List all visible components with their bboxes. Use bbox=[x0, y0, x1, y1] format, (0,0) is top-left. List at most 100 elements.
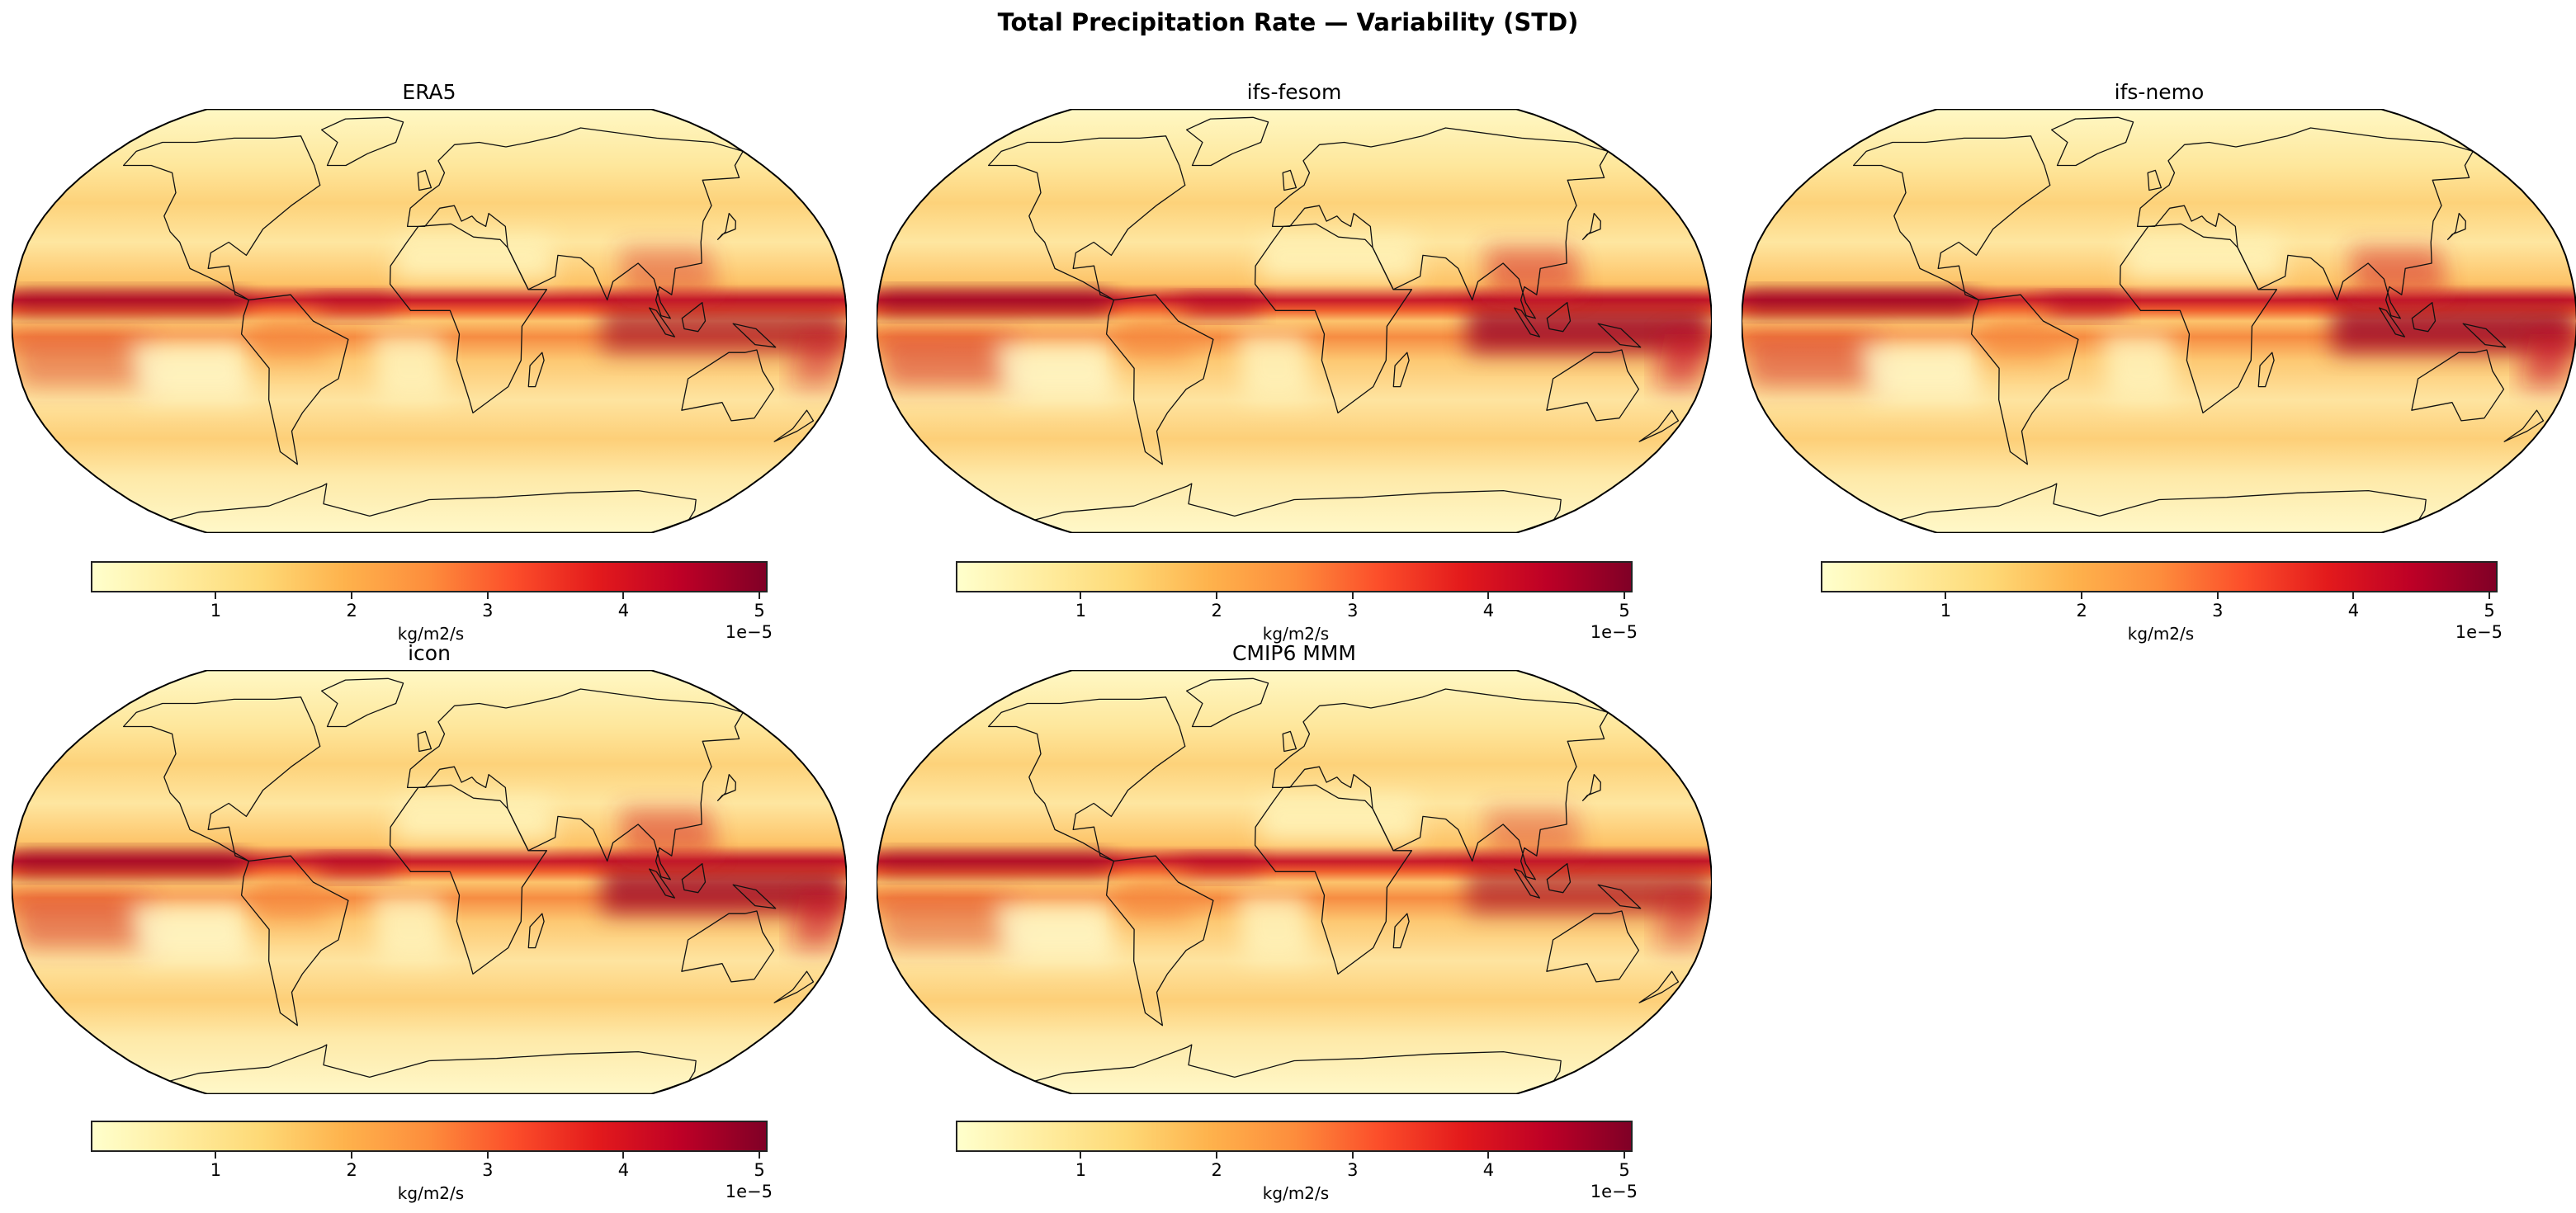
coastline-new-guinea bbox=[2462, 323, 2507, 348]
dry-south-atlantic bbox=[1236, 894, 1312, 961]
itcz-pacific-east bbox=[877, 292, 1110, 314]
dry-southeast-pacific bbox=[1858, 342, 1982, 400]
coastline-new-guinea bbox=[732, 884, 777, 909]
colorbar-multiplier: 1e−5 bbox=[1590, 622, 1638, 642]
spcz bbox=[2520, 333, 2576, 387]
coastline-africa bbox=[389, 223, 548, 414]
coastline-new-guinea bbox=[732, 323, 777, 348]
colorbar-tick bbox=[351, 1152, 353, 1159]
coastline-south-america bbox=[1970, 294, 2079, 465]
sahara-arabia bbox=[395, 237, 555, 280]
colorbar-tick bbox=[759, 1152, 761, 1159]
colorbar-multiplier: 1e−5 bbox=[725, 622, 773, 642]
panel-title: CMIP6 MMM bbox=[1231, 641, 1357, 665]
colorbar-multiplier: 1e−5 bbox=[2455, 622, 2503, 642]
colorbar-tick-label: 1 bbox=[210, 1160, 222, 1180]
colorbar-tick bbox=[486, 1152, 489, 1159]
coastline-eurasia bbox=[2136, 127, 2474, 319]
coastline-japan bbox=[1581, 212, 1601, 240]
coastline-borneo bbox=[1546, 302, 1572, 333]
sahara-arabia bbox=[395, 798, 555, 841]
colorbar-tick bbox=[622, 592, 625, 599]
colorbar-tick-label: 5 bbox=[2484, 601, 2495, 621]
dry-southeast-pacific bbox=[993, 903, 1117, 961]
sahara-arabia bbox=[1260, 237, 1420, 280]
precipitation-field bbox=[12, 109, 847, 533]
coastline-new-guinea bbox=[1597, 323, 1642, 348]
coastline-eurasia bbox=[1271, 127, 1609, 319]
spcz bbox=[790, 333, 847, 387]
coastline-sumatra bbox=[649, 868, 676, 899]
colorbar-unit-label: kg/m2/s bbox=[2127, 624, 2195, 644]
warm-pool bbox=[1467, 304, 1711, 353]
precipitation-field bbox=[1742, 109, 2576, 533]
coastline-madagascar bbox=[1392, 352, 1410, 388]
coastline-sumatra bbox=[1514, 307, 1541, 337]
colorbar-tick-label: 4 bbox=[2347, 601, 2360, 621]
colorbar-tick-label: 1 bbox=[1940, 601, 1952, 621]
itcz-atlantic bbox=[2043, 297, 2125, 316]
colorbar-tick bbox=[2489, 592, 2491, 599]
colorbar: 1 2 3 4 5 kg/m2/s 1e−5 bbox=[91, 561, 773, 644]
colorbar-tick-label: 2 bbox=[1211, 601, 1222, 621]
warm-pool bbox=[1467, 866, 1711, 914]
sahara-arabia bbox=[2125, 237, 2285, 280]
colorbar-tick-label: 5 bbox=[1619, 1160, 1630, 1180]
map-boundary bbox=[12, 670, 847, 1094]
colorbar-tick-label: 3 bbox=[1347, 601, 1359, 621]
coastline-japan bbox=[716, 773, 736, 801]
colorbar-tick-label: 4 bbox=[1482, 601, 1495, 621]
colorbar: 1 2 3 4 5 kg/m2/s 1e−5 bbox=[1821, 561, 2503, 644]
map-boundary bbox=[1742, 109, 2576, 533]
colorbar-tick bbox=[1624, 592, 1626, 599]
coastline-australia bbox=[681, 349, 775, 422]
colorbar-tick-label: 2 bbox=[1211, 1160, 1222, 1180]
coastline-japan bbox=[2446, 212, 2466, 240]
colorbar-unit-label: kg/m2/s bbox=[397, 1183, 465, 1203]
southeast-asia-monsoon bbox=[619, 808, 718, 857]
precipitation-field bbox=[12, 670, 847, 1094]
coastline-new-zealand bbox=[773, 409, 815, 442]
colorbar-tick bbox=[1351, 1152, 1354, 1159]
colorbar-tick-label: 2 bbox=[346, 601, 357, 621]
map-ifs-fesom bbox=[877, 109, 1712, 533]
spcz bbox=[790, 894, 847, 948]
colorbar-tick bbox=[1487, 592, 1490, 599]
spcz bbox=[1655, 333, 1712, 387]
coastline-great-britain bbox=[2147, 169, 2162, 191]
itcz-pacific-east bbox=[12, 292, 245, 314]
map-canvas bbox=[1742, 109, 2576, 533]
colorbar-tick-label: 1 bbox=[1075, 601, 1087, 621]
map-ifs-nemo bbox=[1742, 109, 2576, 533]
southeast-asia-monsoon bbox=[1484, 808, 1583, 857]
coastline-sumatra bbox=[649, 307, 676, 337]
itcz-atlantic bbox=[313, 297, 395, 316]
coastline-south-america bbox=[240, 294, 349, 465]
colorbar-unit-label: kg/m2/s bbox=[1262, 624, 1330, 644]
panel-title: icon bbox=[408, 641, 451, 665]
coastline-sumatra bbox=[1514, 868, 1541, 899]
colorbar-tick bbox=[622, 1152, 625, 1159]
warm-pool bbox=[602, 304, 846, 353]
colorbar-tick bbox=[351, 592, 353, 599]
colorbar-tick bbox=[1624, 1152, 1626, 1159]
coastline-greenland bbox=[1185, 116, 1269, 167]
colorbar-tick-label: 4 bbox=[617, 601, 630, 621]
itcz-pacific-east bbox=[877, 853, 1110, 875]
colorbar-tick-label: 3 bbox=[2212, 601, 2224, 621]
colorbar: 1 2 3 4 5 kg/m2/s 1e−5 bbox=[956, 1121, 1638, 1203]
coastline-south-america bbox=[1105, 855, 1214, 1027]
coastline-eurasia bbox=[406, 688, 744, 880]
coastline-australia bbox=[681, 910, 775, 983]
colorbar-tick bbox=[2352, 592, 2355, 599]
coastline-great-britain bbox=[1282, 169, 1297, 191]
coastline-greenland bbox=[320, 116, 404, 167]
figure-title: Total Precipitation Rate — Variability (… bbox=[997, 8, 1579, 36]
coastline-new-zealand bbox=[1638, 409, 1680, 442]
spcz bbox=[1655, 894, 1712, 948]
coastline-greenland bbox=[2050, 116, 2134, 167]
colorbar-tick bbox=[1216, 1152, 1218, 1159]
colorbar-tick bbox=[215, 592, 217, 599]
colorbar-tick-label: 5 bbox=[1619, 601, 1630, 621]
coastline-new-zealand bbox=[1638, 970, 1680, 1003]
